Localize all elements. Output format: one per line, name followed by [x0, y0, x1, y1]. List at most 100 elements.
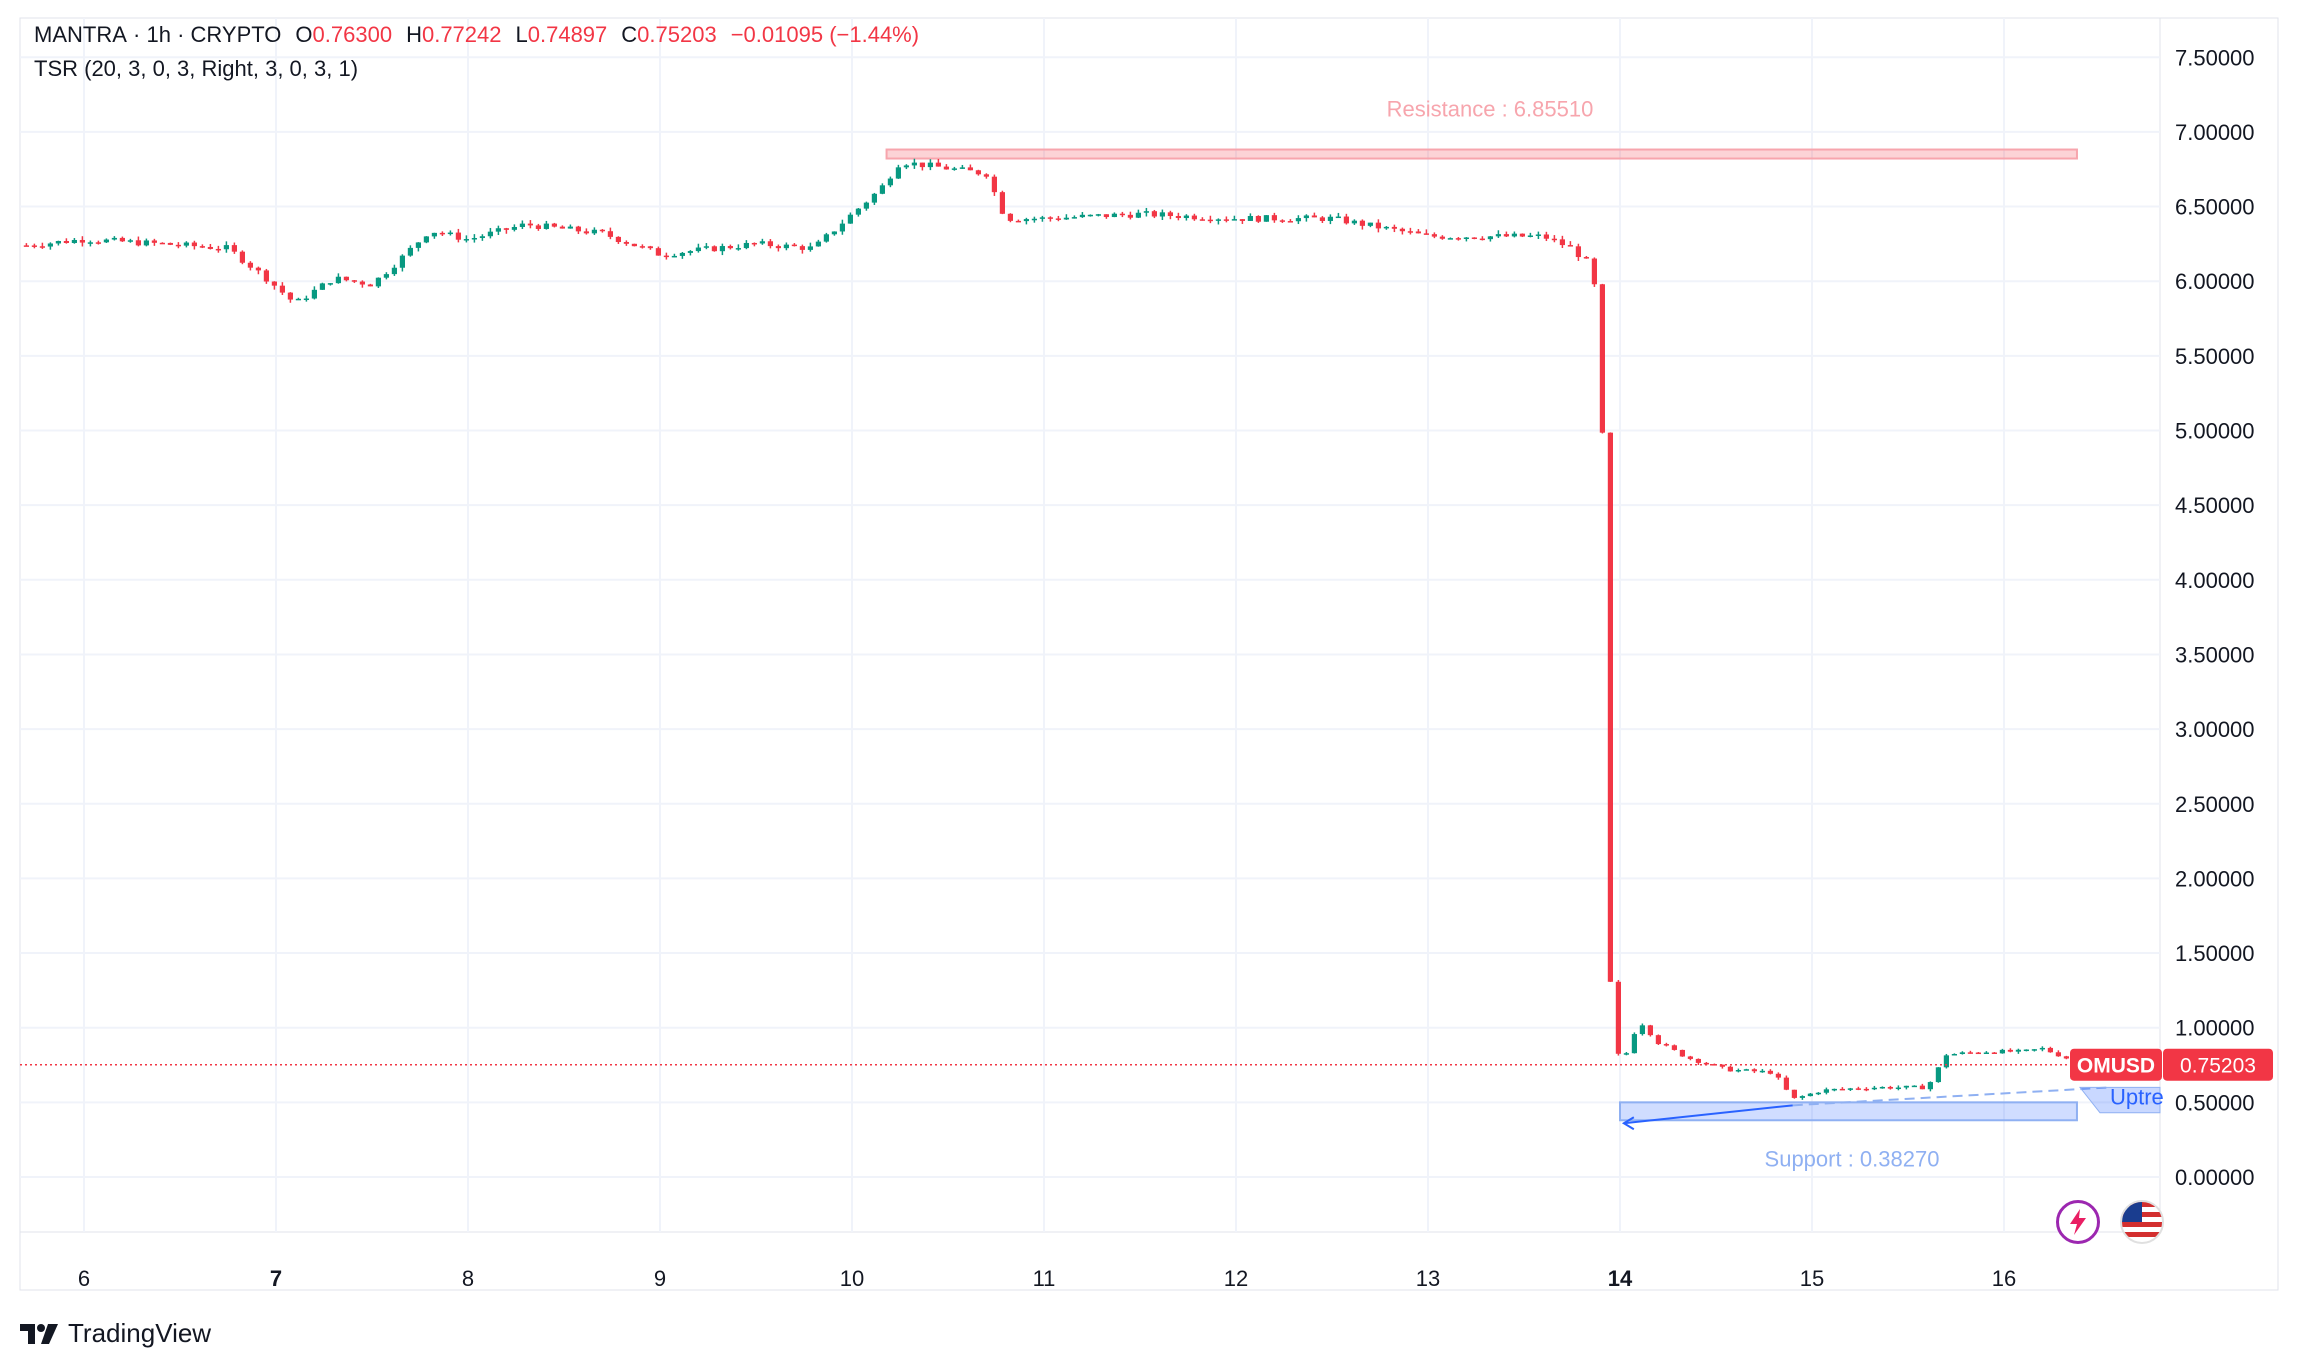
candle-body: [815, 241, 821, 247]
candle-body: [607, 231, 613, 237]
candle-body: [1295, 218, 1301, 222]
candle-body: [1183, 215, 1189, 219]
candle-body: [839, 223, 845, 232]
low-label: L: [515, 22, 528, 47]
candle-body: [343, 276, 349, 281]
candle-body: [1639, 1025, 1645, 1035]
candle-body: [1207, 219, 1213, 222]
candle-body: [999, 192, 1005, 214]
y-tick-label: 7.50000: [2175, 45, 2255, 70]
candle-body: [23, 245, 29, 247]
y-tick-label: 7.00000: [2175, 120, 2255, 145]
y-tick-label: 2.50000: [2175, 792, 2255, 817]
candle-body: [1263, 215, 1269, 222]
candle-body: [943, 166, 949, 170]
grid: [19, 17, 2279, 1291]
candle-body: [215, 248, 221, 251]
candle-body: [1711, 1064, 1717, 1066]
change-value: −0.01095 (−1.44%): [730, 22, 920, 47]
candle-body: [911, 162, 917, 166]
lightning-icon[interactable]: [2056, 1200, 2100, 1244]
tradingview-brand[interactable]: TradingView: [20, 1318, 211, 1349]
candle-body: [207, 246, 213, 249]
candle-body: [895, 167, 901, 179]
candle-body: [1599, 284, 1605, 433]
candle-body: [679, 252, 685, 256]
candle-body: [79, 239, 85, 243]
candle-body: [1775, 1073, 1781, 1078]
candle-body: [295, 298, 301, 301]
candle-body: [407, 247, 413, 256]
candle-body: [1591, 258, 1597, 285]
candle-body: [239, 251, 245, 263]
indicator-label[interactable]: TSR (20, 3, 0, 3, Right, 3, 0, 3, 1): [34, 56, 359, 81]
candle-body: [799, 246, 805, 250]
candle-body: [399, 255, 405, 268]
candle-body: [479, 236, 485, 239]
candle-body: [1559, 239, 1565, 246]
open-label: O: [295, 22, 313, 47]
candle-body: [2063, 1056, 2069, 1059]
candle-body: [1119, 213, 1125, 216]
support-resistance-zones: Resistance : 6.85510 Support : 0.38270 Upt…: [885, 97, 2164, 1171]
candle-body: [191, 242, 197, 247]
candle-body: [527, 223, 533, 226]
candle-body: [991, 176, 997, 193]
us-flag-icon[interactable]: [2120, 1200, 2164, 1244]
candle-body: [167, 242, 173, 245]
candle-body: [2015, 1049, 2021, 1052]
candle-body: [1335, 216, 1341, 219]
candle-body: [471, 238, 477, 240]
ohlc-row: MANTRA · 1h · CRYPTO O 0.76300 H 0.77242…: [34, 18, 919, 52]
candle-body: [687, 251, 693, 253]
candle-body: [1007, 213, 1013, 221]
candle-body: [1135, 212, 1141, 218]
candle-body: [1375, 222, 1381, 229]
candle-body: [903, 165, 909, 168]
candle-body: [1455, 238, 1461, 240]
candle-body: [663, 255, 669, 258]
candle-body: [1855, 1088, 1861, 1090]
exchange-label: CRYPTO: [190, 22, 282, 47]
candle-body: [175, 244, 181, 247]
resistance-zone: [885, 148, 2078, 160]
price-tag: 0.75203: [2180, 1055, 2256, 1078]
candle-body: [1399, 228, 1405, 232]
candle-body: [1583, 257, 1589, 259]
candle-body: [1495, 234, 1501, 237]
candle-body: [319, 283, 325, 290]
symbol-name[interactable]: MANTRA: [34, 22, 127, 47]
candle-body: [1823, 1089, 1829, 1093]
candle-body: [1127, 214, 1133, 218]
chart-legend: MANTRA · 1h · CRYPTO O 0.76300 H 0.77242…: [34, 18, 919, 86]
candle-body: [751, 242, 757, 245]
candle-body: [103, 239, 109, 243]
candle-body: [2055, 1052, 2061, 1057]
candle-body: [1447, 238, 1453, 240]
plot-border: [19, 17, 2161, 1233]
candle-body: [1359, 220, 1365, 226]
candle-body: [1783, 1077, 1789, 1090]
candle-body: [1311, 215, 1317, 218]
candle-body: [535, 225, 541, 229]
interval-label[interactable]: 1h: [146, 22, 171, 47]
candle-body: [967, 167, 973, 171]
candle-body: [1479, 238, 1485, 241]
candle-body: [1919, 1085, 1925, 1090]
candle-body: [1167, 212, 1173, 217]
candle-body: [2007, 1049, 2013, 1052]
candle-body: [1103, 214, 1109, 218]
candle-body: [1887, 1086, 1893, 1089]
candle-body: [1391, 226, 1397, 229]
candle-body: [1175, 216, 1181, 219]
candle-body: [647, 246, 653, 249]
candle-body: [1543, 234, 1549, 239]
candle-body: [1655, 1035, 1661, 1045]
y-tick-label: 4.00000: [2175, 568, 2255, 593]
candle-body: [279, 285, 285, 293]
candle-body: [287, 292, 293, 300]
candle-body: [847, 214, 853, 224]
candle-body: [719, 246, 725, 252]
